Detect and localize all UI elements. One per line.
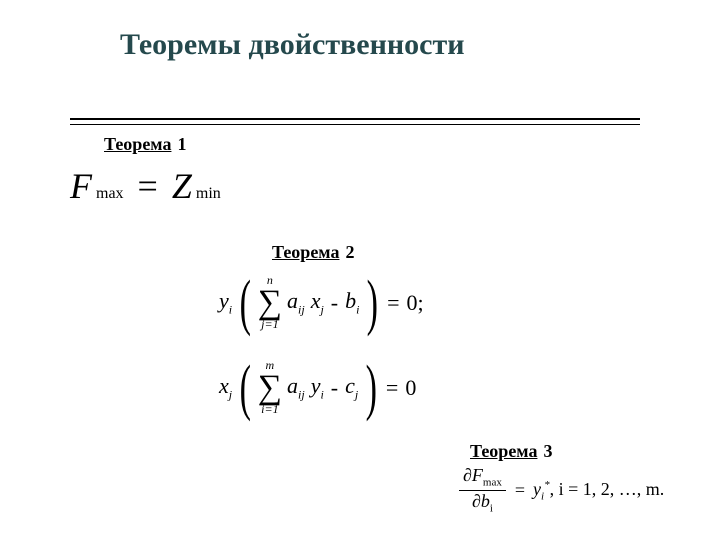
divider-thick xyxy=(70,118,640,120)
sigma-icon: ∑ xyxy=(258,373,282,403)
eq3-x: xj xyxy=(216,373,235,402)
theorem-word: Теорема xyxy=(104,134,171,155)
equation-2: yi ( n ∑ j=1 aij xj - bi ) = 0; xyxy=(216,267,484,339)
eq4-fraction: ∂Fmax ∂bi xyxy=(456,465,509,516)
eq2-b-sub: i xyxy=(356,303,359,317)
eq4-y-sub: i xyxy=(541,490,544,502)
divider-thin xyxy=(70,124,640,125)
eq2-y: yi xyxy=(216,288,235,317)
eq3-c-sub: j xyxy=(355,388,358,402)
eq2-x: xj xyxy=(308,288,327,317)
partial-icon: ∂ xyxy=(463,465,472,485)
eq2-b-base: b xyxy=(345,288,356,313)
eq2-sum-lower: j=1 xyxy=(261,318,278,332)
eq4-rhs: yi*, i = 1, 2, …, m. xyxy=(531,479,666,503)
eq3-c: cj xyxy=(342,373,361,402)
eq3-a-sub: ij xyxy=(298,388,305,402)
eq2-minus: - xyxy=(327,290,342,316)
theorem-word: Теорема xyxy=(272,242,339,263)
eq3-y: yi xyxy=(308,373,327,402)
eq4-numerator: ∂Fmax xyxy=(459,465,506,490)
eq4-denominator: ∂bi xyxy=(468,491,497,516)
eq1-Fsub: max xyxy=(96,185,124,203)
theorem-word: Теорема xyxy=(470,441,537,462)
eq3-x-sub: j xyxy=(229,388,232,402)
eq3-a: aij xyxy=(284,373,308,402)
partial-icon: ∂ xyxy=(472,491,481,511)
eq3-lparen: ( xyxy=(240,357,251,419)
eq3-c-base: c xyxy=(345,373,355,398)
eq4-b: b xyxy=(481,491,490,511)
eq2-rparen: ) xyxy=(367,272,378,334)
eq2-lparen: ( xyxy=(240,272,251,334)
eq4-b-sub: i xyxy=(490,503,493,515)
theorem-num: 3 xyxy=(543,441,552,462)
eq2-y-base: y xyxy=(219,288,229,313)
eq2-sigma: n ∑ j=1 xyxy=(256,274,284,332)
eq3-a-base: a xyxy=(287,373,298,398)
eq3-minus: - xyxy=(327,375,342,401)
theorem-num: 1 xyxy=(177,134,186,155)
eq2-x-base: x xyxy=(311,288,321,313)
eq4-Fsub: max xyxy=(483,477,502,489)
theorem-1-label: Теорема 1 xyxy=(104,134,186,155)
eq1-equals: = xyxy=(128,165,168,207)
eq3-equals: = xyxy=(382,375,402,401)
equation-3: xj ( m ∑ i=1 aij yi - cj ) = 0 xyxy=(216,352,484,424)
eq4-y: y xyxy=(533,479,541,499)
eq4-F: F xyxy=(472,465,483,485)
eq2-y-sub: i xyxy=(229,303,232,317)
eq2-a-base: a xyxy=(287,288,298,313)
eq4-tail: , i = 1, 2, …, m. xyxy=(550,479,665,499)
sigma-icon: ∑ xyxy=(258,288,282,318)
eq2-x-sub: j xyxy=(320,303,323,317)
eq2-a: aij xyxy=(284,288,308,317)
theorem-3-label: Теорема 3 xyxy=(470,441,552,462)
equation-2-row: yi ( n ∑ j=1 aij xj - bi ) = 0; xyxy=(216,267,484,339)
theorem-num: 2 xyxy=(345,242,354,263)
eq3-x-base: x xyxy=(219,373,229,398)
eq1-Zsub: min xyxy=(196,185,221,203)
eq4-equals: = xyxy=(509,480,531,501)
eq3-rparen: ) xyxy=(366,357,377,419)
eq2-b: bi xyxy=(342,288,362,317)
theorem-2-label: Теорема 2 xyxy=(272,242,354,263)
eq1-Z: Z xyxy=(172,165,192,207)
eq2-equals: = xyxy=(383,290,403,316)
eq2-a-sub: ij xyxy=(298,303,305,317)
equation-4: ∂Fmax ∂bi = yi*, i = 1, 2, …, m. xyxy=(456,465,666,516)
eq2-rhs: 0; xyxy=(404,290,427,316)
eq3-y-sub: i xyxy=(320,388,323,402)
eq3-sigma: m ∑ i=1 xyxy=(256,359,284,417)
eq3-rhs: 0 xyxy=(402,375,419,401)
eq1-F: F xyxy=(70,165,92,207)
eq3-y-base: y xyxy=(311,373,321,398)
equation-3-row: xj ( m ∑ i=1 aij yi - cj ) = 0 xyxy=(216,352,484,424)
equation-1: F max = Z min xyxy=(70,165,221,207)
eq3-sum-lower: i=1 xyxy=(261,403,278,417)
page-title: Теоремы двойственности xyxy=(120,28,464,62)
